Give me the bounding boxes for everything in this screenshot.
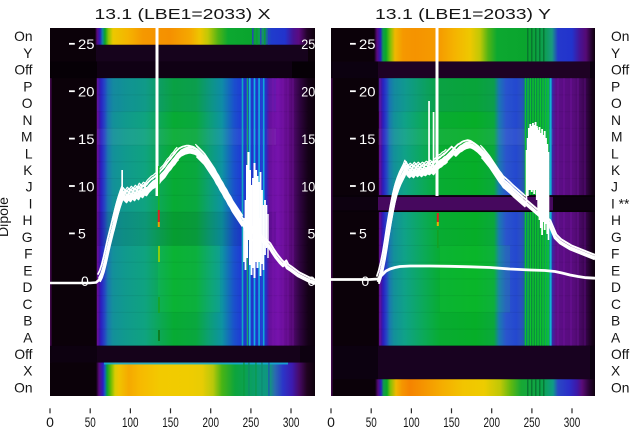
svg-text:300: 300 xyxy=(283,414,300,430)
svg-text:15: 15 xyxy=(301,131,315,147)
svg-text:Y: Y xyxy=(23,46,32,61)
svg-text:0: 0 xyxy=(46,414,54,430)
svg-text:E: E xyxy=(23,263,32,278)
svg-text:O: O xyxy=(611,96,622,111)
svg-text:H: H xyxy=(23,213,33,228)
svg-text:B: B xyxy=(611,314,620,329)
svg-text:15: 15 xyxy=(78,131,95,147)
svg-text:150: 150 xyxy=(443,414,460,430)
svg-text:5: 5 xyxy=(308,226,316,242)
svg-text:100: 100 xyxy=(403,414,420,430)
svg-text:C: C xyxy=(23,297,33,312)
svg-text:25: 25 xyxy=(359,36,376,52)
svg-text:200: 200 xyxy=(483,414,500,430)
svg-text:20: 20 xyxy=(78,84,95,100)
svg-text:J: J xyxy=(611,180,618,195)
svg-text:Off: Off xyxy=(611,63,629,78)
svg-text:13.1 (LBE1=2033) Y: 13.1 (LBE1=2033) Y xyxy=(375,6,551,23)
svg-text:X: X xyxy=(23,364,32,379)
svg-text:D: D xyxy=(23,280,33,295)
svg-text:A: A xyxy=(611,330,621,345)
svg-text:0: 0 xyxy=(361,273,369,289)
svg-text:250: 250 xyxy=(524,414,541,430)
svg-text:On: On xyxy=(14,380,32,395)
svg-text:15: 15 xyxy=(359,131,376,147)
svg-text:300: 300 xyxy=(564,414,581,430)
svg-text:5: 5 xyxy=(78,226,86,242)
svg-text:F: F xyxy=(24,247,32,262)
svg-text:0: 0 xyxy=(327,414,335,430)
svg-text:N: N xyxy=(23,113,33,128)
svg-text:K: K xyxy=(23,163,33,178)
svg-text:13.1 (LBE1=2033) X: 13.1 (LBE1=2033) X xyxy=(95,6,271,23)
svg-text:P: P xyxy=(611,79,620,94)
svg-text:100: 100 xyxy=(122,414,139,430)
svg-text:C: C xyxy=(611,297,621,312)
svg-text:0: 0 xyxy=(308,273,316,289)
svg-text:N: N xyxy=(611,113,621,128)
svg-text:M: M xyxy=(611,130,623,145)
svg-text:G: G xyxy=(22,230,33,245)
svg-text:On: On xyxy=(611,29,629,44)
svg-text:50: 50 xyxy=(85,414,96,430)
svg-text:200: 200 xyxy=(202,414,219,430)
svg-text:On: On xyxy=(14,29,32,44)
svg-text:Dipole: Dipole xyxy=(0,197,11,237)
svg-text:Y: Y xyxy=(611,46,620,61)
svg-text:Off: Off xyxy=(611,347,629,362)
svg-text:E: E xyxy=(611,263,620,278)
svg-text:X: X xyxy=(611,364,620,379)
svg-text:A: A xyxy=(23,330,33,345)
svg-text:150: 150 xyxy=(162,414,179,430)
svg-text:G: G xyxy=(611,230,622,245)
svg-text:D: D xyxy=(611,280,621,295)
svg-text:P: P xyxy=(23,79,32,94)
svg-text:J: J xyxy=(26,180,33,195)
svg-text:20: 20 xyxy=(301,84,315,100)
svg-text:25: 25 xyxy=(301,36,315,52)
svg-text:50: 50 xyxy=(366,414,377,430)
svg-text:250: 250 xyxy=(243,414,260,430)
svg-text:10: 10 xyxy=(301,178,315,194)
svg-text:M: M xyxy=(21,130,33,145)
svg-text:5: 5 xyxy=(359,226,367,242)
svg-text:Off: Off xyxy=(14,63,32,78)
svg-text:Off: Off xyxy=(14,347,32,362)
svg-text:I **: I ** xyxy=(611,196,630,211)
svg-text:20: 20 xyxy=(359,84,376,100)
svg-text:25: 25 xyxy=(78,36,95,52)
svg-text:H: H xyxy=(611,213,621,228)
svg-text:I: I xyxy=(29,196,33,211)
svg-text:On: On xyxy=(611,380,629,395)
svg-text:0: 0 xyxy=(81,273,89,289)
svg-text:O: O xyxy=(22,96,33,111)
svg-text:K: K xyxy=(611,163,621,178)
svg-text:10: 10 xyxy=(78,178,95,194)
svg-text:B: B xyxy=(23,314,32,329)
svg-text:10: 10 xyxy=(359,178,376,194)
svg-text:F: F xyxy=(611,247,619,262)
svg-text:L: L xyxy=(25,146,33,161)
svg-text:L: L xyxy=(611,146,619,161)
